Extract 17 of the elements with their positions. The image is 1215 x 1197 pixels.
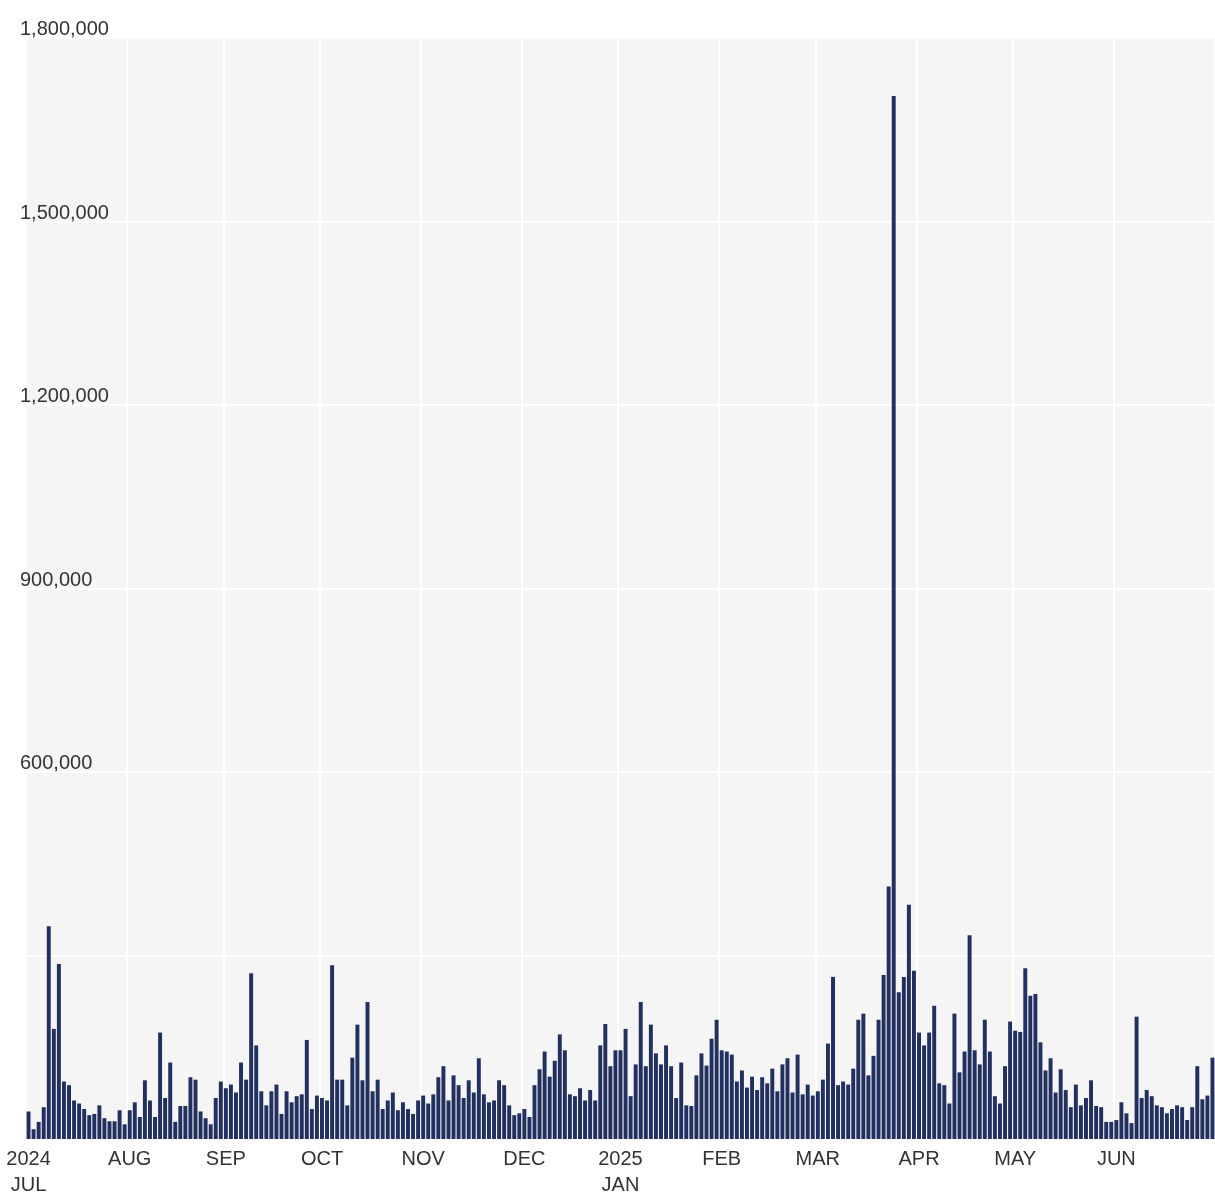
y-tick-label: 1,800,000 bbox=[20, 17, 109, 39]
x-tick-label: SEP bbox=[205, 1147, 246, 1169]
x-tick-label: APR bbox=[898, 1147, 940, 1169]
y-tick-label: 1,500,000 bbox=[20, 200, 109, 223]
x-tick-label: 2024 JUL bbox=[6, 1147, 51, 1195]
y-tick-label: 900,000 bbox=[20, 567, 93, 590]
x-tick-label: 2025 JAN bbox=[598, 1147, 643, 1195]
x-tick-label: JUN bbox=[1096, 1147, 1136, 1169]
x-tick-label: MAY bbox=[994, 1147, 1037, 1169]
x-tick-label: FEB bbox=[702, 1147, 742, 1169]
x-tick-label: NOV bbox=[401, 1147, 446, 1169]
y-tick-label: 600,000 bbox=[20, 751, 93, 773]
x-tick-label: AUG bbox=[108, 1147, 152, 1169]
x-tick-label: DEC bbox=[503, 1147, 546, 1169]
x-tick-label: MAR bbox=[795, 1147, 841, 1169]
y-tick-label: 1,200,000 bbox=[20, 384, 109, 406]
x-tick-label: OCT bbox=[300, 1147, 344, 1169]
